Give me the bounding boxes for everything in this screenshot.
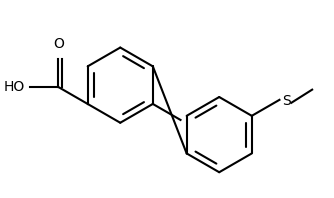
Text: HO: HO [4, 80, 25, 94]
Text: O: O [53, 37, 64, 51]
Text: S: S [283, 94, 291, 108]
